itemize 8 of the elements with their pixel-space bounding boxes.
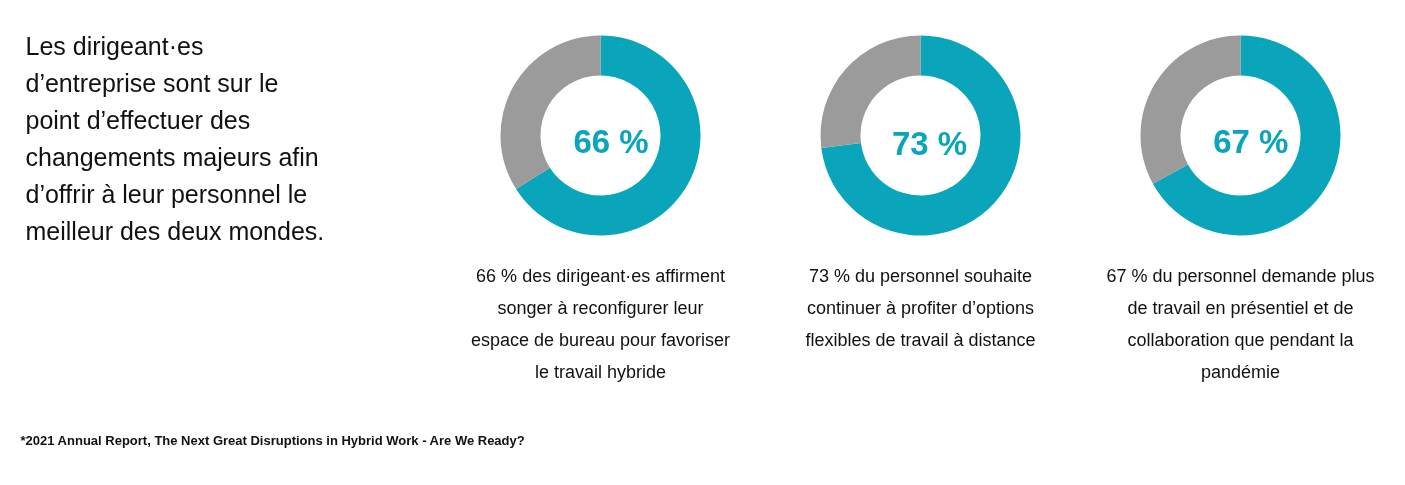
text: Les dirigeant·es d’entreprise sont sur le point d’effectuer des changements majeurs afin d’offrir à leur personnel le meilleur des deux mondes. <box>25 31 325 245</box>
data-label: 66 % <box>573 122 649 160</box>
data-label: 73 % <box>891 124 968 162</box>
text: 66 % des dirigeant·es affirment songer à reconfigurer leur espace de bureau pour favoriser le travail hybride <box>470 265 731 382</box>
text: 67 % du personnel demande plus de travail en présentiel et de collaboration que pendant la pandémie <box>1106 265 1375 382</box>
text: 73 % du personnel souhaite continuer à profiter d’options flexibles de travail à distance <box>805 265 1036 350</box>
data-label: 67 % <box>1213 123 1289 161</box>
text: *2021 Annual Report, The Next Great Disruptions in Hybrid Work - Are We Ready? <box>20 433 525 448</box>
